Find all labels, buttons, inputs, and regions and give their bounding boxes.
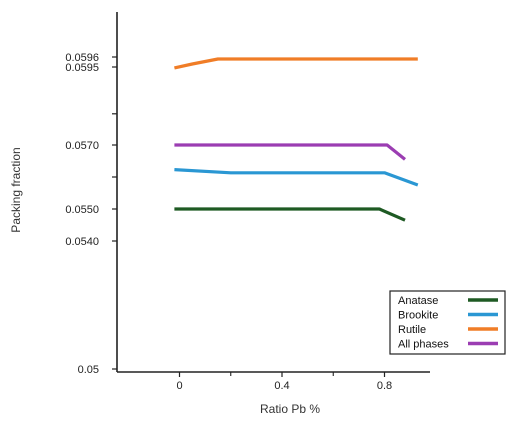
legend-label-anatase: Anatase bbox=[398, 295, 438, 307]
y-tick-label: 0.0550 bbox=[65, 204, 99, 216]
x-tick-label: 0.4 bbox=[274, 380, 289, 392]
x-axis-title: Ratio Pb % bbox=[260, 402, 320, 416]
y-tick-label: 0.05 bbox=[78, 364, 99, 376]
series-lines bbox=[174, 57, 419, 222]
series-line-anatase bbox=[174, 207, 406, 222]
y-tick-label: 0.0570 bbox=[65, 140, 99, 152]
legend-label-rutile: Rutile bbox=[398, 324, 426, 336]
series-line-rutile bbox=[174, 57, 418, 70]
series-line-all-phases bbox=[174, 143, 407, 161]
x-tick-label: 0 bbox=[176, 380, 182, 392]
legend-label-brookite: Brookite bbox=[398, 310, 438, 322]
y-tick-label: 0.0540 bbox=[65, 236, 99, 248]
x-tick-label: 0.8 bbox=[377, 380, 392, 392]
y-axis-title: Packing fraction bbox=[9, 147, 23, 232]
x-axis-ticks: 0 0.4 0.8 bbox=[176, 372, 392, 392]
y-tick-label: 0.0596 bbox=[65, 52, 99, 64]
legend-label-all-phases: All phases bbox=[398, 339, 449, 351]
y-tick-label: 0.0595 bbox=[65, 62, 99, 74]
series-line-brookite bbox=[174, 168, 419, 187]
legend: Anatase Brookite Rutile All phases bbox=[389, 290, 506, 355]
